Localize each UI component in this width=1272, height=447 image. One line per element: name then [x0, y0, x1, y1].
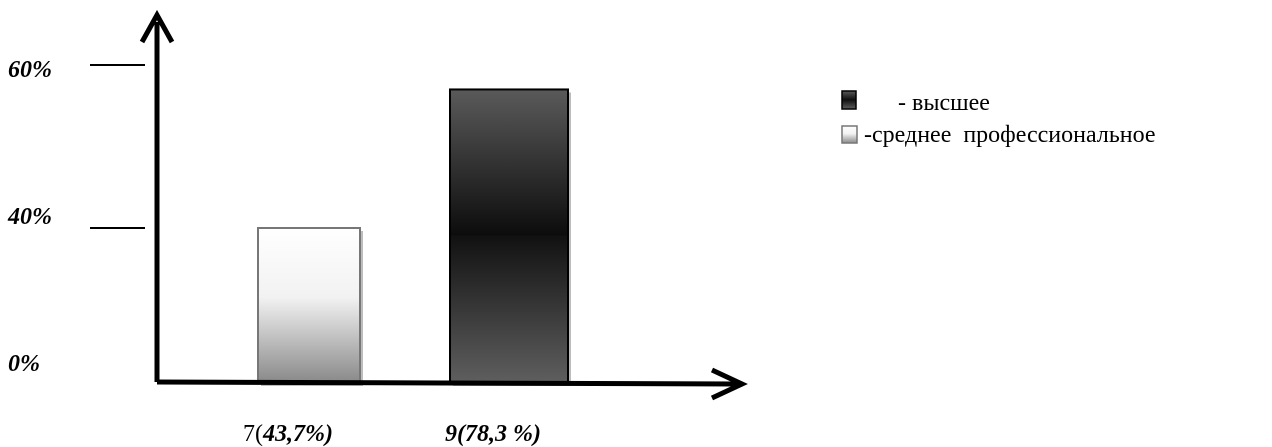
axes [139, 9, 748, 401]
legend-item-higher: - высшее [841, 90, 990, 116]
legend-item-secondary: -среднее профессиональное [841, 122, 1156, 148]
x-axis-arrowhead [710, 367, 748, 401]
category-label: 9(78,3 %) [445, 421, 541, 447]
y-axis-arrowhead [139, 9, 175, 44]
bar [257, 227, 361, 383]
y-tick-label: 40% [7, 204, 52, 230]
y-tick-marks [90, 64, 145, 229]
legend: - высшее -среднее профессиональное [841, 90, 1156, 148]
bar [449, 88, 569, 383]
category-labels: 7(43,7%) 9(78,3 %) [243, 421, 541, 447]
legend-swatch-light [841, 125, 858, 144]
x-axis [156, 379, 739, 387]
y-tick-label: 60% [8, 57, 52, 83]
bars [257, 88, 571, 386]
legend-label-higher: - высшее [898, 90, 990, 116]
legend-swatch-dark [841, 90, 857, 110]
category-label: 7(43,7%) [243, 421, 333, 447]
y-tick-label: 0% [8, 351, 40, 377]
legend-label-secondary: -среднее профессиональное [864, 122, 1156, 148]
y-tick-labels: 0% 40% 60% [7, 57, 52, 377]
